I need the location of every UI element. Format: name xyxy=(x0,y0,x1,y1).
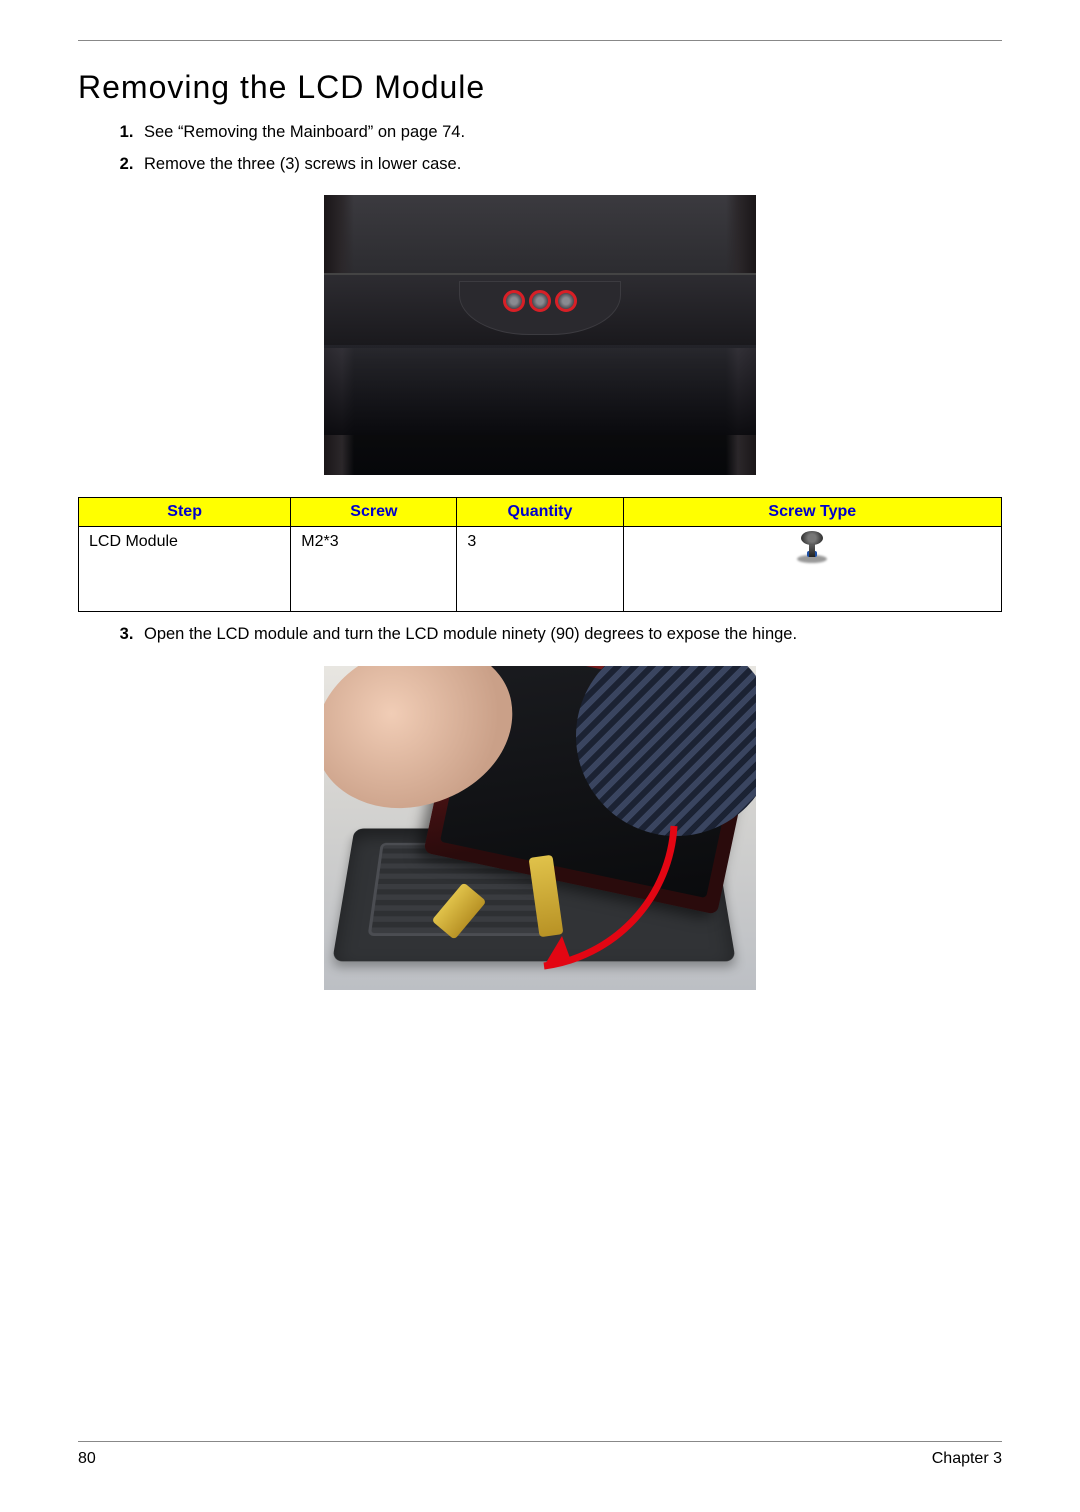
screw-icon xyxy=(793,531,831,565)
rule-bottom xyxy=(78,1441,1002,1442)
photo-open-lcd xyxy=(324,666,756,990)
step-3: Open the LCD module and turn the LCD mod… xyxy=(138,622,1002,648)
rule-top xyxy=(78,40,1002,41)
figure-2 xyxy=(78,666,1002,990)
step-list: See “Removing the Mainboard” on page 74.… xyxy=(78,120,1002,177)
page: Removing the LCD Module See “Removing th… xyxy=(0,0,1080,1512)
table-row: LCD Module M2*3 3 xyxy=(79,527,1002,612)
chapter-label: Chapter 3 xyxy=(932,1450,1002,1468)
section-title: Removing the LCD Module xyxy=(78,69,1002,106)
th-step: Step xyxy=(79,498,291,527)
th-screw: Screw xyxy=(291,498,457,527)
th-qty: Quantity xyxy=(457,498,623,527)
page-footer: 80 Chapter 3 xyxy=(78,1441,1002,1468)
th-type: Screw Type xyxy=(623,498,1001,527)
td-step: LCD Module xyxy=(79,527,291,612)
step-list-cont: Open the LCD module and turn the LCD mod… xyxy=(78,622,1002,648)
step-1: See “Removing the Mainboard” on page 74. xyxy=(138,120,1002,146)
td-screw: M2*3 xyxy=(291,527,457,612)
td-qty: 3 xyxy=(457,527,623,612)
step-2: Remove the three (3) screws in lower cas… xyxy=(138,152,1002,178)
figure-1 xyxy=(78,195,1002,475)
screw-table: Step Screw Quantity Screw Type LCD Modul… xyxy=(78,497,1002,612)
page-number: 80 xyxy=(78,1450,96,1468)
photo-hinge-screws xyxy=(324,195,756,475)
td-type xyxy=(623,527,1001,612)
